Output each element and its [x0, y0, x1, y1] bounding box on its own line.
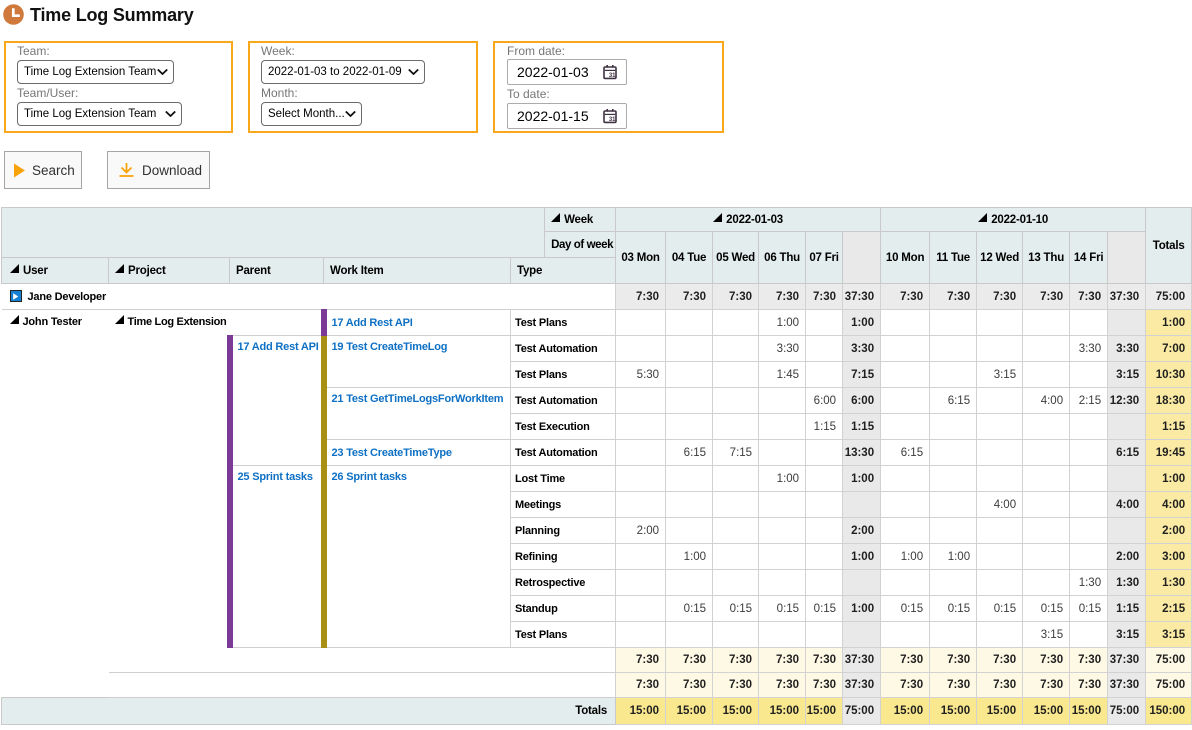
svg-text:31: 31: [609, 73, 616, 79]
svg-text:31: 31: [609, 117, 616, 123]
